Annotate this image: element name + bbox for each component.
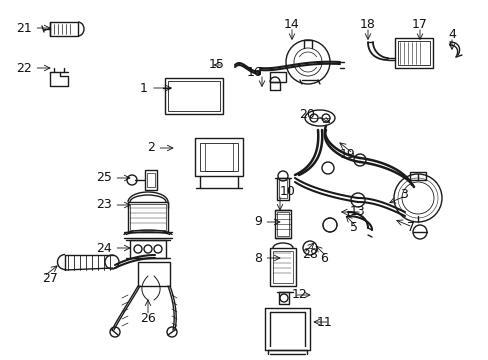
Bar (147, 173, 155, 187)
Bar (279, 180, 286, 198)
Bar (394, 38, 432, 68)
Bar (130, 204, 165, 230)
Text: 20: 20 (299, 108, 314, 121)
Text: 2: 2 (147, 141, 155, 154)
Text: 14: 14 (284, 18, 299, 31)
Text: 13: 13 (348, 206, 364, 219)
Text: 1: 1 (140, 81, 148, 94)
Text: 16: 16 (246, 66, 262, 78)
Bar (168, 81, 220, 111)
Text: 21: 21 (16, 22, 32, 35)
Text: 5: 5 (349, 221, 357, 234)
Text: 7: 7 (406, 221, 414, 234)
Bar (409, 172, 425, 180)
Bar (145, 170, 157, 190)
Bar (279, 292, 288, 304)
Bar (274, 210, 290, 238)
Text: 25: 25 (96, 171, 112, 184)
Text: 23: 23 (96, 198, 112, 211)
Text: 19: 19 (339, 148, 354, 162)
Text: 15: 15 (209, 58, 224, 72)
Text: 22: 22 (16, 62, 32, 75)
Text: 17: 17 (411, 18, 427, 31)
Bar (50, 22, 78, 36)
Text: 18: 18 (359, 18, 375, 31)
Bar (276, 178, 288, 200)
Bar (164, 78, 223, 114)
Text: 11: 11 (316, 315, 331, 328)
Bar (272, 251, 292, 283)
Bar (200, 143, 238, 171)
Text: 8: 8 (253, 252, 262, 265)
Text: 12: 12 (291, 288, 307, 301)
Bar (269, 248, 295, 286)
Text: 9: 9 (254, 216, 262, 229)
Text: 6: 6 (320, 252, 327, 265)
Bar (269, 72, 285, 82)
Bar (276, 212, 288, 236)
Text: 28: 28 (302, 248, 317, 261)
Text: 4: 4 (447, 28, 455, 41)
Bar (130, 240, 165, 258)
Bar (195, 138, 243, 176)
Text: 26: 26 (140, 311, 156, 324)
Text: 27: 27 (42, 271, 58, 284)
Bar (397, 41, 429, 65)
Text: 3: 3 (399, 189, 407, 202)
Text: 24: 24 (96, 242, 112, 255)
Bar (138, 262, 170, 286)
Bar (128, 202, 168, 232)
Text: 10: 10 (280, 185, 295, 198)
